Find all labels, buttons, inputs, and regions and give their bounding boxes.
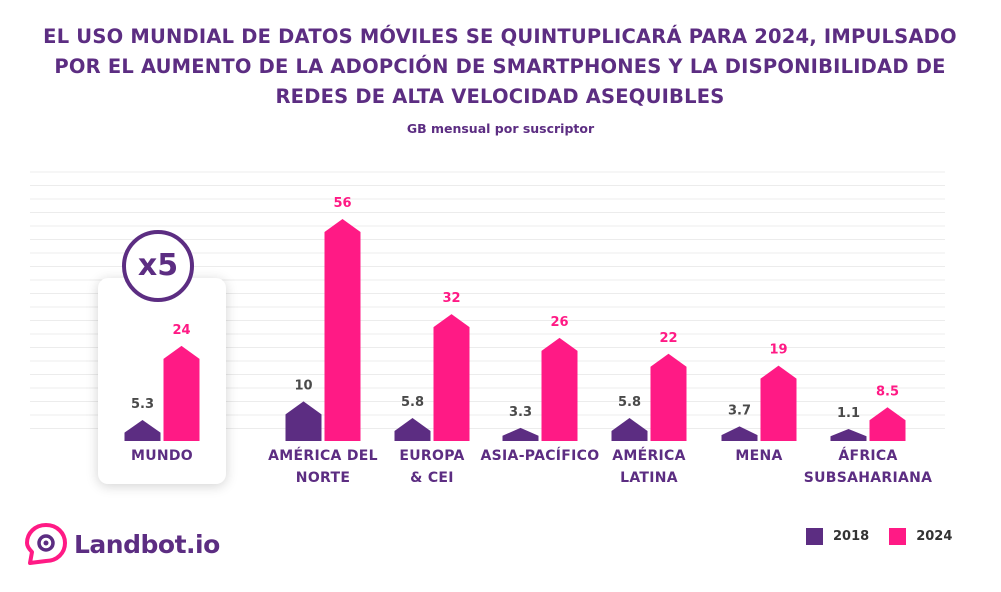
chart-legend: 2018 2024 bbox=[806, 528, 972, 545]
category-label-line: ÁFRICA bbox=[838, 448, 898, 464]
category-label: MUNDO bbox=[92, 445, 232, 467]
category-label: MENA bbox=[689, 445, 829, 467]
data-label-2018: 5.3 bbox=[131, 397, 154, 412]
chat-bubble-eye-icon bbox=[25, 523, 67, 565]
category-label-line: MUNDO bbox=[130, 448, 194, 464]
category-label: ASIA-PACÍFICO bbox=[470, 445, 610, 467]
category-label: EUROPA & CEI bbox=[362, 445, 502, 489]
legend-label: 2018 bbox=[833, 529, 870, 544]
bar-2024 bbox=[163, 345, 200, 441]
data-label-2018: 5.8 bbox=[401, 395, 424, 410]
data-label-2018: 3.3 bbox=[509, 405, 532, 420]
data-label-2024: 22 bbox=[659, 331, 677, 346]
category-label-line: MENA bbox=[735, 448, 783, 464]
category-label: AMÉRICA DEL NORTE bbox=[253, 445, 393, 489]
data-label-2018: 1.1 bbox=[837, 406, 860, 421]
category-label-line: SUBSAHARIANA bbox=[803, 470, 933, 486]
category-label: ÁFRICA SUBSAHARIANA bbox=[798, 445, 938, 489]
category-label-line: LATINA bbox=[620, 470, 678, 486]
growth-multiplier-badge: x5 bbox=[122, 230, 194, 302]
category-label-line: NORTE bbox=[295, 470, 351, 486]
data-label-2024: 26 bbox=[550, 315, 568, 330]
data-label-2024: 8.5 bbox=[876, 384, 899, 399]
category-label-line: AMÉRICA DEL bbox=[268, 448, 378, 464]
legend-swatch-2024 bbox=[889, 528, 907, 545]
category-label-line: & CEI bbox=[410, 470, 454, 486]
legend-label: 2024 bbox=[916, 529, 953, 544]
bar-2018 bbox=[502, 427, 539, 441]
bar-2024 bbox=[541, 337, 578, 441]
brand-logo[interactable]: Landbot.io bbox=[24, 522, 220, 566]
bar-2018 bbox=[285, 401, 322, 441]
data-label-2018: 10 bbox=[294, 378, 312, 393]
title-line: EL USO MUNDIAL DE DATOS MÓVILES SE QUINT… bbox=[43, 25, 957, 48]
legend-item-2024: 2024 bbox=[889, 528, 952, 545]
data-label-2024: 19 bbox=[769, 343, 787, 358]
bar-2018 bbox=[611, 418, 648, 441]
category-label-line: AMÉRICA bbox=[612, 448, 686, 464]
bar-2024 bbox=[760, 365, 797, 441]
category-label-line: EUROPA bbox=[399, 448, 465, 464]
data-label-2024: 32 bbox=[442, 291, 460, 306]
bar-2024 bbox=[650, 353, 687, 441]
legend-item-2018: 2018 bbox=[806, 528, 869, 545]
title-line: REDES DE ALTA VELOCIDAD ASEQUIBLES bbox=[275, 85, 725, 108]
bar-2018 bbox=[721, 426, 758, 441]
bar-2018 bbox=[830, 429, 867, 441]
bar-2018 bbox=[394, 418, 431, 441]
chart-subtitle: GB mensual por suscriptor bbox=[406, 121, 595, 136]
legend-swatch-2018 bbox=[806, 528, 823, 545]
category-label: AMÉRICA LATINA bbox=[579, 445, 719, 489]
brand-name: Landbot.io bbox=[74, 529, 220, 559]
data-label-2018: 3.7 bbox=[728, 403, 751, 418]
chart-title: EL USO MUNDIAL DE DATOS MÓVILES SE QUINT… bbox=[40, 22, 960, 112]
bar-2018 bbox=[124, 419, 161, 441]
data-label-2024: 24 bbox=[172, 323, 190, 338]
bar-2024 bbox=[324, 219, 361, 441]
data-label-2024: 56 bbox=[333, 196, 351, 211]
title-line: POR EL AUMENTO DE LA ADOPCIÓN DE SMARTPH… bbox=[54, 55, 946, 78]
world-highlight-card bbox=[98, 278, 226, 484]
bar-2024 bbox=[433, 314, 470, 441]
bar-2024 bbox=[869, 407, 906, 441]
data-label-2018: 5.8 bbox=[618, 395, 641, 410]
category-label-line: ASIA-PACÍFICO bbox=[480, 448, 600, 464]
